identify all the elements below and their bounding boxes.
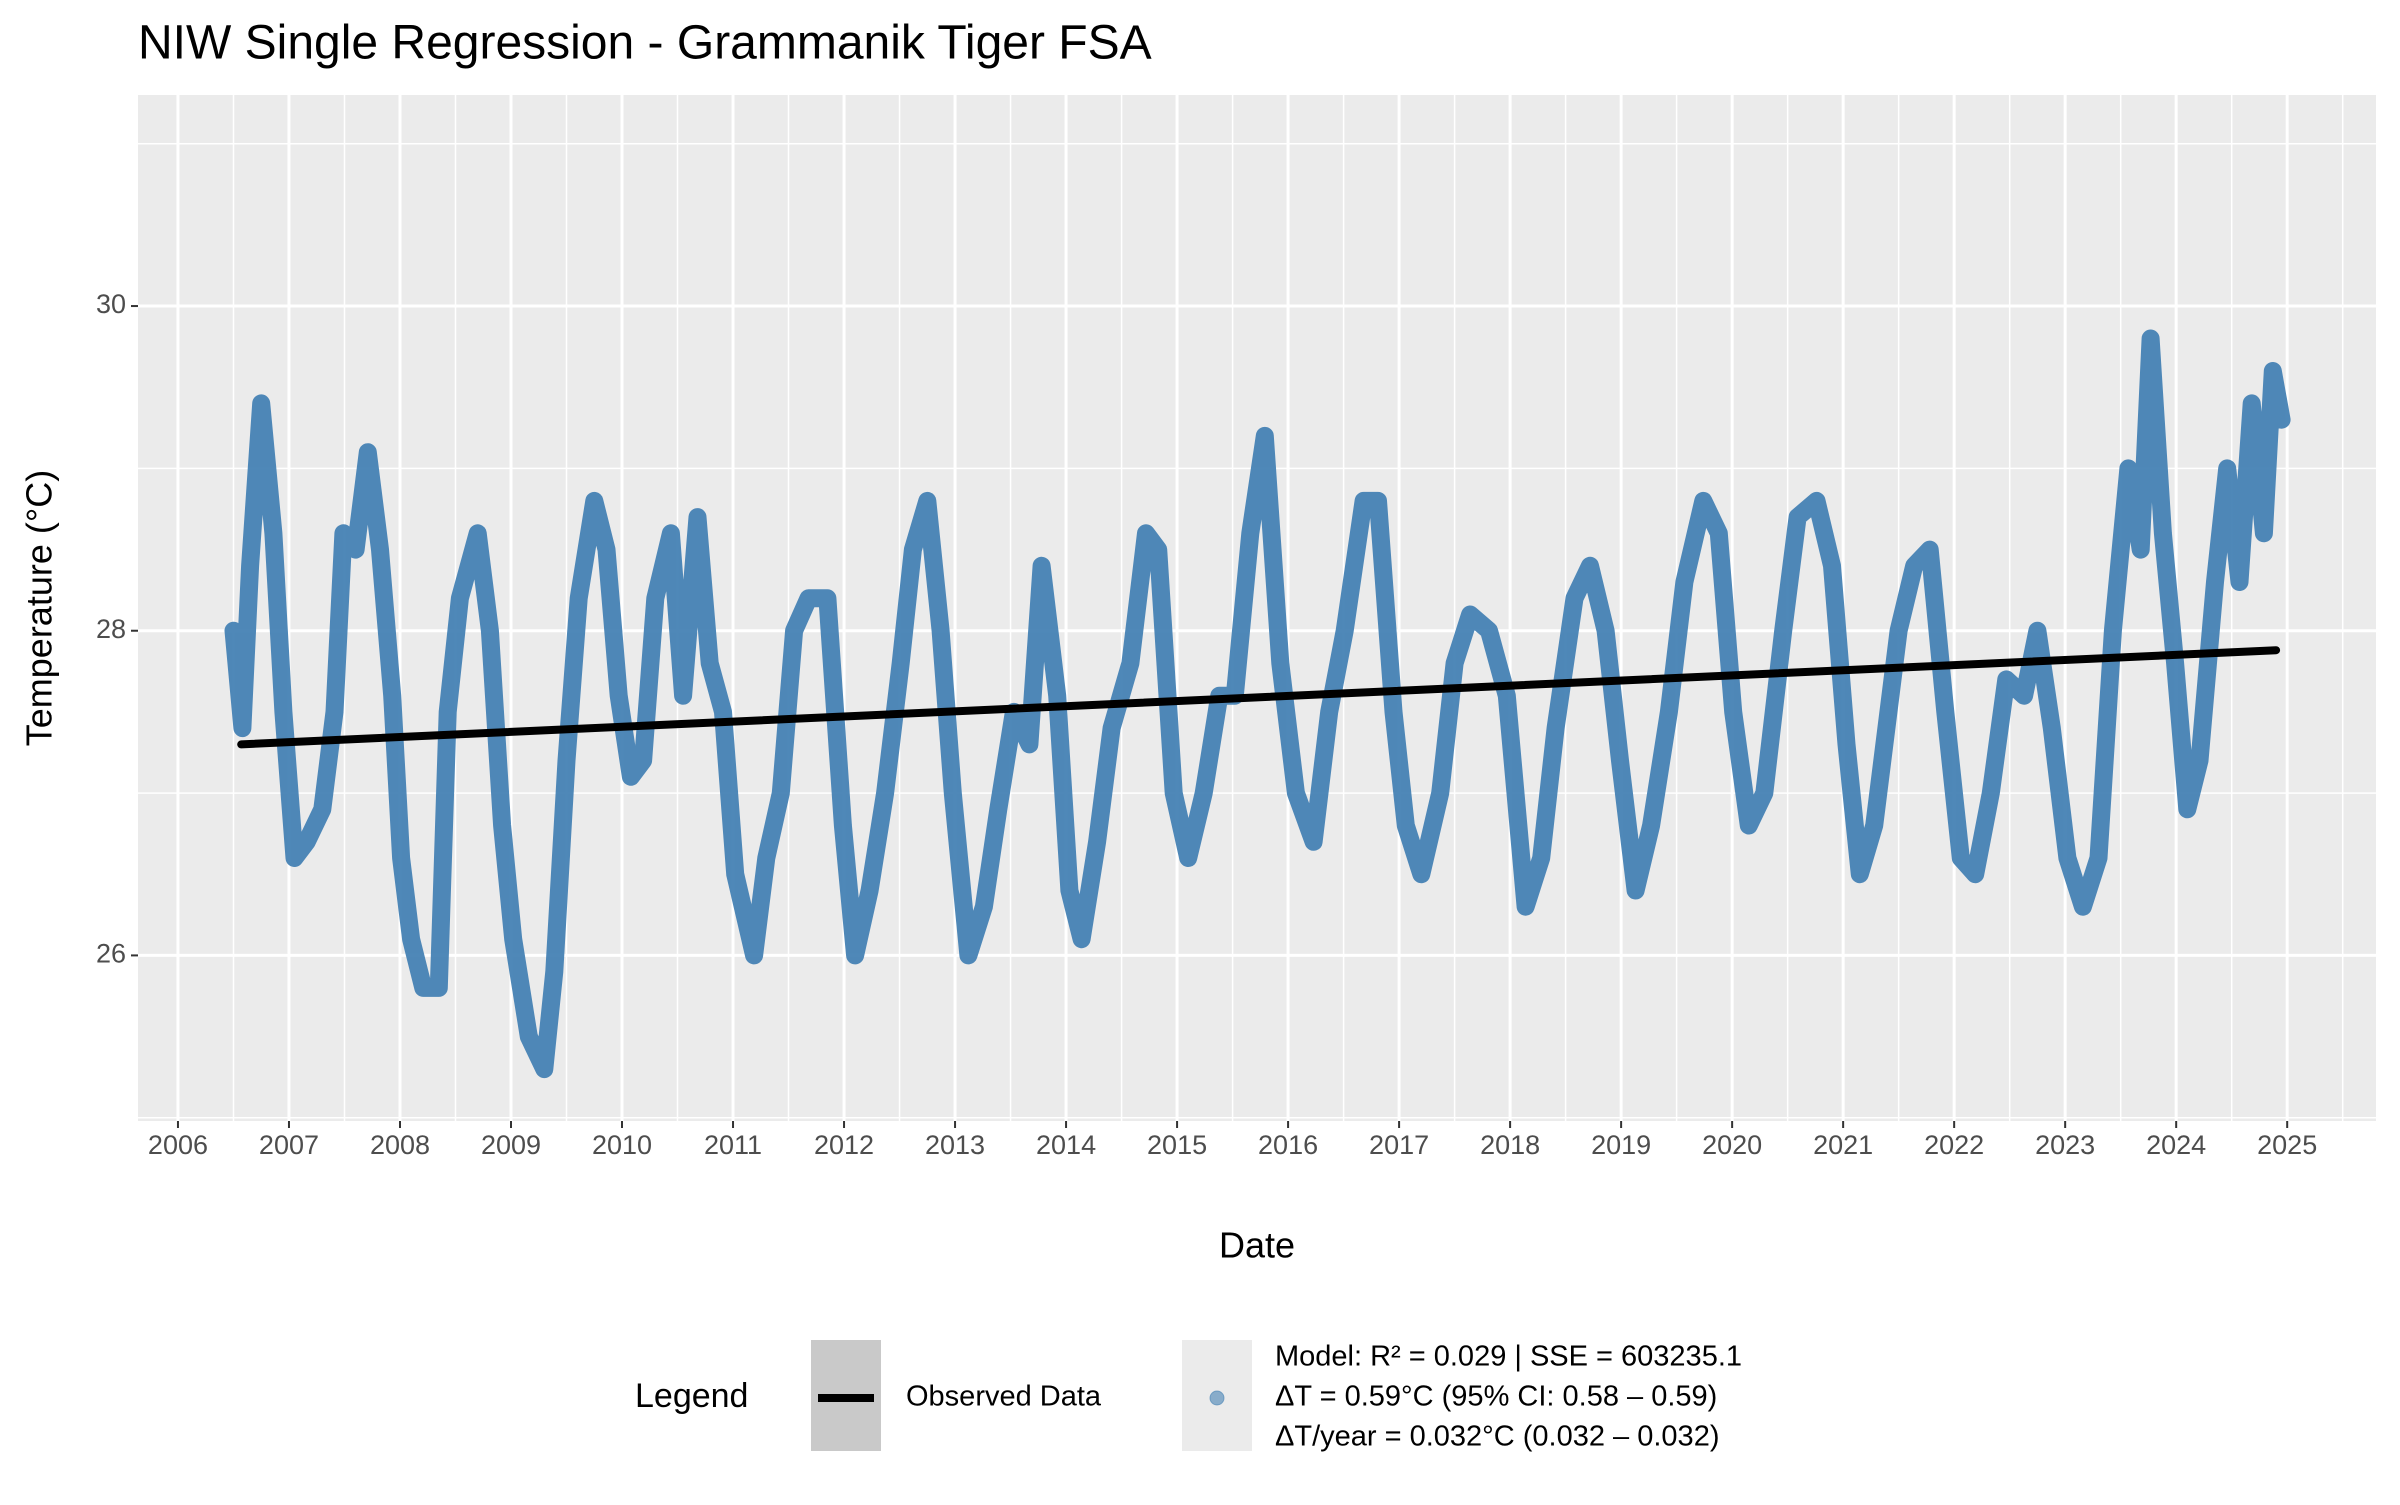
plot-background [138, 95, 2376, 1121]
x-tick-label: 2018 [1480, 1130, 1540, 1160]
x-tick-label: 2007 [259, 1130, 319, 1160]
chart-title: NIW Single Regression - Grammanik Tiger … [138, 17, 1152, 70]
x-tick-label: 2016 [1258, 1130, 1318, 1160]
x-tick-label: 2021 [1813, 1130, 1873, 1160]
series-line [224, 329, 2291, 1079]
x-tick-label: 2022 [1924, 1130, 1984, 1160]
y-axis-title: Temperature (°C) [19, 470, 60, 746]
x-tick-label: 2011 [704, 1130, 762, 1160]
legend-label: Model: R² = 0.029 | SSE = 603235.1 [1275, 1341, 1742, 1373]
x-tick-label: 2017 [1369, 1130, 1429, 1160]
x-tick-label: 2014 [1036, 1130, 1096, 1160]
legend-label: Observed Data [906, 1381, 1102, 1413]
x-tick-label: 2020 [1702, 1130, 1762, 1160]
x-tick-label: 2006 [148, 1130, 208, 1160]
x-axis-title: Date [1219, 1225, 1295, 1266]
x-tick-label: 2019 [1591, 1130, 1651, 1160]
legend-label: ΔT = 0.59°C (95% CI: 0.58 – 0.59) [1275, 1381, 1717, 1413]
y-tick-label: 30 [96, 289, 126, 319]
y-tick-label: 28 [96, 614, 126, 644]
x-tick-label: 2010 [592, 1130, 652, 1160]
x-tick-label: 2025 [2257, 1130, 2317, 1160]
series-line [237, 646, 2281, 749]
x-tick-label: 2008 [370, 1130, 430, 1160]
x-tick-label: 2013 [925, 1130, 985, 1160]
legend-label: ΔT/year = 0.032°C (0.032 – 0.032) [1275, 1421, 1719, 1453]
x-tick-label: 2023 [2035, 1130, 2095, 1160]
y-tick-label: 26 [96, 939, 126, 969]
x-tick-label: 2012 [814, 1130, 874, 1160]
x-tick-label: 2009 [481, 1130, 541, 1160]
legend-key [1209, 1390, 1225, 1406]
x-tick-label: 2024 [2146, 1130, 2206, 1160]
x-tick-label: 2015 [1147, 1130, 1207, 1160]
legend-title: Legend [635, 1377, 748, 1415]
